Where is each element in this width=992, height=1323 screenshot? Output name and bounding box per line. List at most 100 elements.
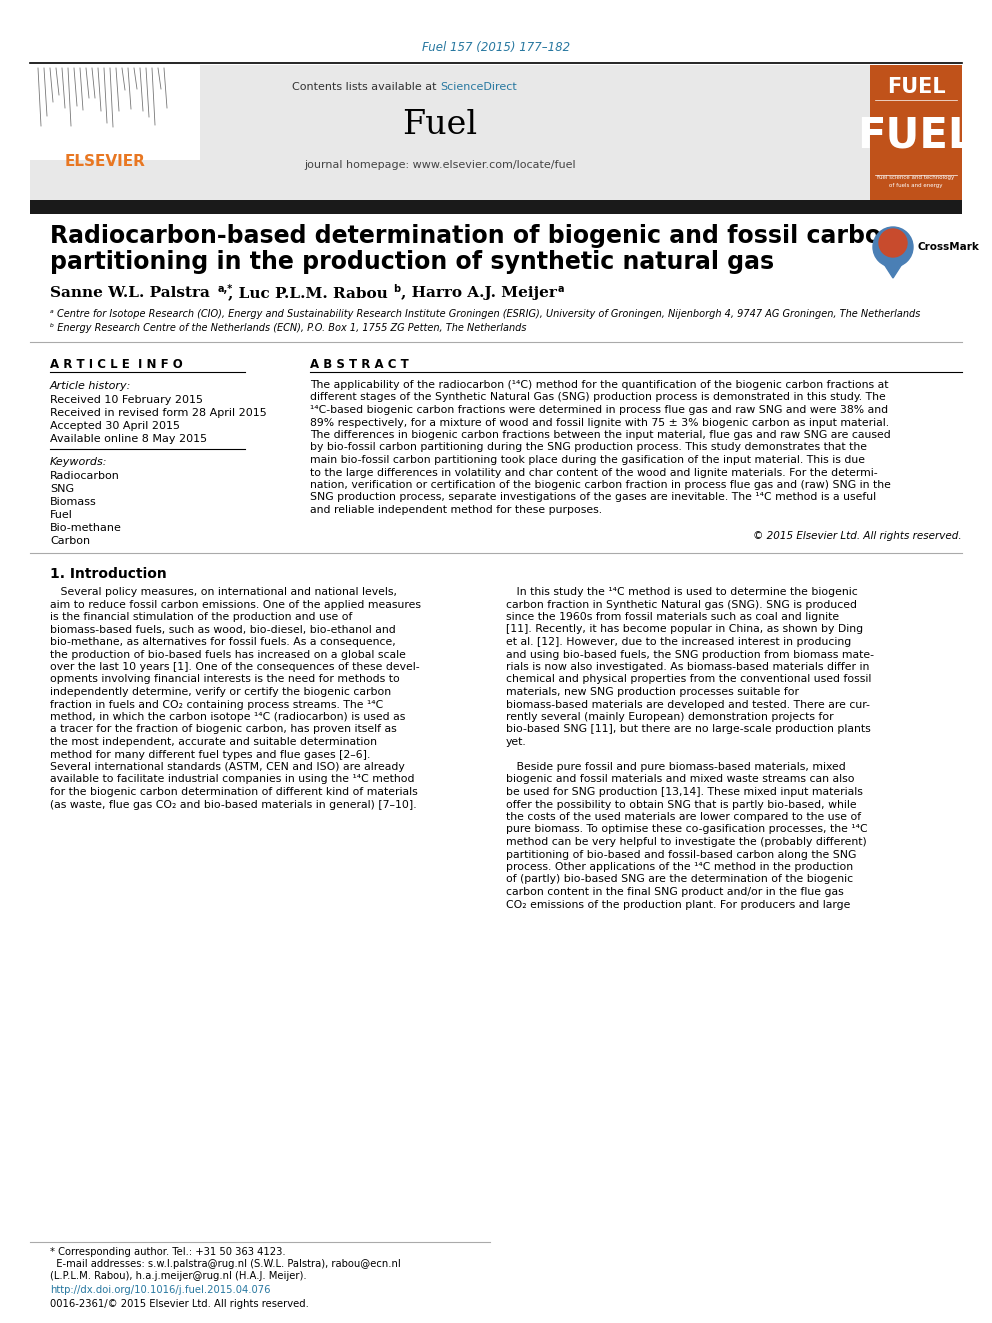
Text: main bio-fossil carbon partitioning took place during the gasification of the in: main bio-fossil carbon partitioning took… <box>310 455 865 464</box>
Text: bio-based SNG [11], but there are no large-scale production plants: bio-based SNG [11], but there are no lar… <box>506 725 871 734</box>
Bar <box>30 65 200 160</box>
Text: the costs of the used materials are lower compared to the use of: the costs of the used materials are lowe… <box>506 812 861 822</box>
Text: for the biogenic carbon determination of different kind of materials: for the biogenic carbon determination of… <box>50 787 418 796</box>
Text: different stages of the Synthetic Natural Gas (SNG) production process is demons: different stages of the Synthetic Natura… <box>310 393 886 402</box>
Text: a: a <box>558 284 564 294</box>
Text: is the financial stimulation of the production and use of: is the financial stimulation of the prod… <box>50 613 352 622</box>
Text: by bio-fossil carbon partitioning during the SNG production process. This study : by bio-fossil carbon partitioning during… <box>310 442 867 452</box>
Text: Contents lists available at: Contents lists available at <box>292 82 440 93</box>
Text: ᵇ Energy Research Centre of the Netherlands (ECN), P.O. Box 1, 1755 ZG Petten, T: ᵇ Energy Research Centre of the Netherla… <box>50 323 527 333</box>
Text: biomass-based materials are developed and tested. There are cur-: biomass-based materials are developed an… <box>506 700 870 709</box>
Text: method for many different fuel types and flue gases [2–6].: method for many different fuel types and… <box>50 750 370 759</box>
Text: , Luc P.L.M. Rabou: , Luc P.L.M. Rabou <box>228 286 388 300</box>
Text: method can be very helpful to investigate the (probably different): method can be very helpful to investigat… <box>506 837 867 847</box>
Text: pure biomass. To optimise these co-gasification processes, the ¹⁴C: pure biomass. To optimise these co-gasif… <box>506 824 868 835</box>
Text: http://dx.doi.org/10.1016/j.fuel.2015.04.076: http://dx.doi.org/10.1016/j.fuel.2015.04… <box>50 1285 271 1295</box>
Text: fuel science and technology: fuel science and technology <box>877 176 954 180</box>
Text: , Harro A.J. Meijer: , Harro A.J. Meijer <box>401 286 557 300</box>
Text: Radiocarbon: Radiocarbon <box>50 471 120 482</box>
Text: partitioning of bio-based and fossil-based carbon along the SNG: partitioning of bio-based and fossil-bas… <box>506 849 856 860</box>
Bar <box>30 200 962 214</box>
Text: Available online 8 May 2015: Available online 8 May 2015 <box>50 434 207 445</box>
Text: Several policy measures, on international and national levels,: Several policy measures, on internationa… <box>50 587 397 597</box>
Text: yet.: yet. <box>506 737 527 747</box>
Text: biogenic and fossil materials and mixed waste streams can also: biogenic and fossil materials and mixed … <box>506 774 854 785</box>
Text: The applicability of the radiocarbon (¹⁴C) method for the quantification of the : The applicability of the radiocarbon (¹⁴… <box>310 380 889 390</box>
Text: opments involving financial interests is the need for methods to: opments involving financial interests is… <box>50 675 400 684</box>
Text: 1. Introduction: 1. Introduction <box>50 568 167 581</box>
Text: method, in which the carbon isotope ¹⁴C (radiocarbon) is used as: method, in which the carbon isotope ¹⁴C … <box>50 712 406 722</box>
Text: CrossMark: CrossMark <box>918 242 980 251</box>
Text: to the large differences in volatility and char content of the wood and lignite : to the large differences in volatility a… <box>310 467 878 478</box>
Text: a,*: a,* <box>218 284 233 294</box>
Text: the production of bio-based fuels has increased on a global scale: the production of bio-based fuels has in… <box>50 650 406 659</box>
Text: 0016-2361/© 2015 Elsevier Ltd. All rights reserved.: 0016-2361/© 2015 Elsevier Ltd. All right… <box>50 1299 309 1308</box>
Text: Biomass: Biomass <box>50 497 97 507</box>
Text: CO₂ emissions of the production plant. For producers and large: CO₂ emissions of the production plant. F… <box>506 900 850 909</box>
Text: (L.P.L.M. Rabou), h.a.j.meijer@rug.nl (H.A.J. Meijer).: (L.P.L.M. Rabou), h.a.j.meijer@rug.nl (H… <box>50 1271 307 1281</box>
Text: biomass-based fuels, such as wood, bio-diesel, bio-ethanol and: biomass-based fuels, such as wood, bio-d… <box>50 624 396 635</box>
Text: Fuel: Fuel <box>50 509 72 520</box>
Text: partitioning in the production of synthetic natural gas: partitioning in the production of synthe… <box>50 250 774 274</box>
Text: ScienceDirect: ScienceDirect <box>440 82 517 93</box>
Text: carbon content in the final SNG product and/or in the flue gas: carbon content in the final SNG product … <box>506 886 844 897</box>
Text: bio-methane, as alternatives for fossil fuels. As a consequence,: bio-methane, as alternatives for fossil … <box>50 636 396 647</box>
Text: offer the possibility to obtain SNG that is partly bio-based, while: offer the possibility to obtain SNG that… <box>506 799 857 810</box>
Text: FUEL: FUEL <box>887 77 945 97</box>
Text: rently several (mainly European) demonstration projects for: rently several (mainly European) demonst… <box>506 712 833 722</box>
Text: Carbon: Carbon <box>50 536 90 546</box>
Text: Received in revised form 28 April 2015: Received in revised form 28 April 2015 <box>50 407 267 418</box>
Bar <box>30 65 870 200</box>
Text: ELSEVIER: ELSEVIER <box>64 155 146 169</box>
Text: independently determine, verify or certify the biogenic carbon: independently determine, verify or certi… <box>50 687 391 697</box>
Text: of (partly) bio-based SNG are the determination of the biogenic: of (partly) bio-based SNG are the determ… <box>506 875 853 885</box>
Text: and using bio-based fuels, the SNG production from biomass mate-: and using bio-based fuels, the SNG produ… <box>506 650 874 659</box>
Text: a tracer for the fraction of biogenic carbon, has proven itself as: a tracer for the fraction of biogenic ca… <box>50 725 397 734</box>
Text: rials is now also investigated. As biomass-based materials differ in: rials is now also investigated. As bioma… <box>506 662 869 672</box>
Text: ᵃ Centre for Isotope Research (CIO), Energy and Sustainability Research Institut: ᵃ Centre for Isotope Research (CIO), Ene… <box>50 310 921 319</box>
Text: available to facilitate industrial companies in using the ¹⁴C method: available to facilitate industrial compa… <box>50 774 415 785</box>
Text: 89% respectively, for a mixture of wood and fossil lignite with 75 ± 3% biogenic: 89% respectively, for a mixture of wood … <box>310 418 889 427</box>
Text: process. Other applications of the ¹⁴C method in the production: process. Other applications of the ¹⁴C m… <box>506 863 853 872</box>
Text: be used for SNG production [13,14]. These mixed input materials: be used for SNG production [13,14]. Thes… <box>506 787 863 796</box>
Text: of fuels and energy: of fuels and energy <box>889 184 942 188</box>
Polygon shape <box>884 265 902 278</box>
Text: ¹⁴C-based biogenic carbon fractions were determined in process flue gas and raw : ¹⁴C-based biogenic carbon fractions were… <box>310 405 888 415</box>
Bar <box>870 65 962 200</box>
Text: materials, new SNG production processes suitable for: materials, new SNG production processes … <box>506 687 799 697</box>
Text: fraction in fuels and CO₂ containing process streams. The ¹⁴C: fraction in fuels and CO₂ containing pro… <box>50 700 383 709</box>
Text: journal homepage: www.elsevier.com/locate/fuel: journal homepage: www.elsevier.com/locat… <box>305 160 575 169</box>
Text: aim to reduce fossil carbon emissions. One of the applied measures: aim to reduce fossil carbon emissions. O… <box>50 599 421 610</box>
Text: E-mail addresses: s.w.l.palstra@rug.nl (S.W.L. Palstra), rabou@ecn.nl: E-mail addresses: s.w.l.palstra@rug.nl (… <box>50 1259 401 1269</box>
Text: A R T I C L E  I N F O: A R T I C L E I N F O <box>50 357 183 370</box>
Text: SNG production process, separate investigations of the gases are inevitable. The: SNG production process, separate investi… <box>310 492 876 503</box>
Text: et al. [12]. However, due to the increased interest in producing: et al. [12]. However, due to the increas… <box>506 636 851 647</box>
Text: Keywords:: Keywords: <box>50 456 107 467</box>
Text: SNG: SNG <box>50 484 74 493</box>
Text: over the last 10 years [1]. One of the consequences of these devel-: over the last 10 years [1]. One of the c… <box>50 662 420 672</box>
Circle shape <box>873 228 913 267</box>
Text: Sanne W.L. Palstra: Sanne W.L. Palstra <box>50 286 210 300</box>
Circle shape <box>879 229 907 257</box>
Text: Several international standards (ASTM, CEN and ISO) are already: Several international standards (ASTM, C… <box>50 762 405 773</box>
Text: In this study the ¹⁴C method is used to determine the biogenic: In this study the ¹⁴C method is used to … <box>506 587 858 597</box>
Text: since the 1960s from fossil materials such as coal and lignite: since the 1960s from fossil materials su… <box>506 613 839 622</box>
Text: Article history:: Article history: <box>50 381 131 392</box>
Text: The differences in biogenic carbon fractions between the input material, flue ga: The differences in biogenic carbon fract… <box>310 430 891 441</box>
Text: b: b <box>393 284 400 294</box>
Text: © 2015 Elsevier Ltd. All rights reserved.: © 2015 Elsevier Ltd. All rights reserved… <box>753 531 962 541</box>
Text: nation, verification or certification of the biogenic carbon fraction in process: nation, verification or certification of… <box>310 480 891 490</box>
Text: Radiocarbon-based determination of biogenic and fossil carbon: Radiocarbon-based determination of bioge… <box>50 224 898 247</box>
Text: Accepted 30 April 2015: Accepted 30 April 2015 <box>50 421 180 431</box>
Text: chemical and physical properties from the conventional used fossil: chemical and physical properties from th… <box>506 675 871 684</box>
Text: Fuel 157 (2015) 177–182: Fuel 157 (2015) 177–182 <box>422 41 570 54</box>
Text: the most independent, accurate and suitable determination: the most independent, accurate and suita… <box>50 737 377 747</box>
Text: carbon fraction in Synthetic Natural gas (SNG). SNG is produced: carbon fraction in Synthetic Natural gas… <box>506 599 857 610</box>
Text: Received 10 February 2015: Received 10 February 2015 <box>50 396 203 405</box>
Text: FUEL: FUEL <box>857 114 975 156</box>
Text: A B S T R A C T: A B S T R A C T <box>310 357 409 370</box>
Text: * Corresponding author. Tel.: +31 50 363 4123.: * Corresponding author. Tel.: +31 50 363… <box>50 1248 286 1257</box>
Text: and reliable independent method for these purposes.: and reliable independent method for thes… <box>310 505 602 515</box>
Text: (as waste, flue gas CO₂ and bio-based materials in general) [7–10].: (as waste, flue gas CO₂ and bio-based ma… <box>50 799 417 810</box>
Text: Beside pure fossil and pure biomass-based materials, mixed: Beside pure fossil and pure biomass-base… <box>506 762 846 773</box>
